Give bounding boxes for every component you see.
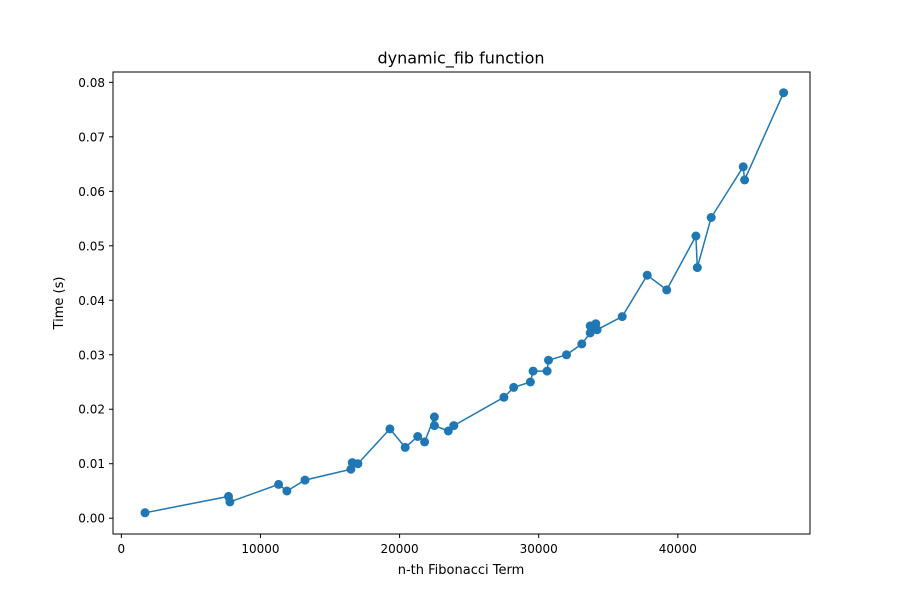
y-tick-label: 0.08 — [78, 76, 105, 90]
data-point — [528, 366, 538, 376]
x-tick-label: 30000 — [520, 542, 558, 556]
data-point — [140, 508, 150, 518]
y-tick-label: 0.04 — [78, 294, 105, 308]
data-point — [662, 285, 672, 295]
y-tick-label: 0.01 — [78, 457, 105, 471]
data-point — [499, 392, 509, 402]
data-point — [642, 270, 652, 280]
data-point — [413, 432, 423, 441]
y-axis: 0.00 0.01 0.02 0.03 0.04 0.05 0.06 0.07 0.08 — [78, 76, 113, 526]
axes-frame — [112, 71, 811, 535]
data-point — [429, 412, 439, 422]
data-point — [592, 325, 602, 335]
x-tick-label: 10000 — [241, 542, 279, 556]
y-tick-label: 0.06 — [78, 185, 105, 199]
data-point — [706, 213, 716, 222]
data-point — [691, 231, 701, 241]
x-tick-label: 40000 — [659, 542, 697, 556]
x-tick-label: 20000 — [380, 542, 418, 556]
data-point — [282, 486, 292, 496]
data-point — [274, 479, 284, 489]
data-point — [300, 475, 310, 485]
plot-area — [112, 71, 811, 535]
y-tick-label: 0.00 — [78, 512, 105, 526]
chart-title: dynamic_fib function — [377, 49, 544, 69]
data-point — [779, 88, 789, 98]
data-point — [542, 366, 552, 376]
data-point — [420, 437, 430, 447]
data-point — [585, 328, 595, 338]
data-point — [577, 339, 587, 349]
series-line — [144, 92, 785, 514]
data-point — [562, 350, 571, 360]
x-axis: 0 10000 20000 30000 40000 — [118, 534, 697, 556]
series-markers — [140, 88, 789, 518]
data-point — [449, 421, 459, 431]
data-point — [692, 263, 702, 273]
data-point — [617, 312, 627, 322]
data-point — [385, 424, 395, 434]
data-point — [544, 355, 553, 365]
y-tick-label: 0.03 — [78, 348, 105, 362]
x-axis-label: n-th Fibonacci Term — [398, 563, 525, 578]
data-point — [525, 377, 535, 387]
data-point — [429, 421, 439, 431]
x-tick-label: 0 — [118, 542, 126, 556]
data-point — [740, 175, 750, 185]
data-point — [225, 497, 235, 507]
data-point — [400, 442, 410, 452]
y-tick-label: 0.07 — [78, 130, 105, 144]
y-tick-label: 0.02 — [78, 403, 105, 417]
y-tick-label: 0.05 — [78, 239, 105, 253]
data-point — [738, 162, 748, 172]
y-axis-label: Time (s) — [52, 277, 67, 331]
data-point — [443, 426, 453, 436]
data-point — [509, 382, 519, 392]
data-point — [353, 459, 363, 469]
